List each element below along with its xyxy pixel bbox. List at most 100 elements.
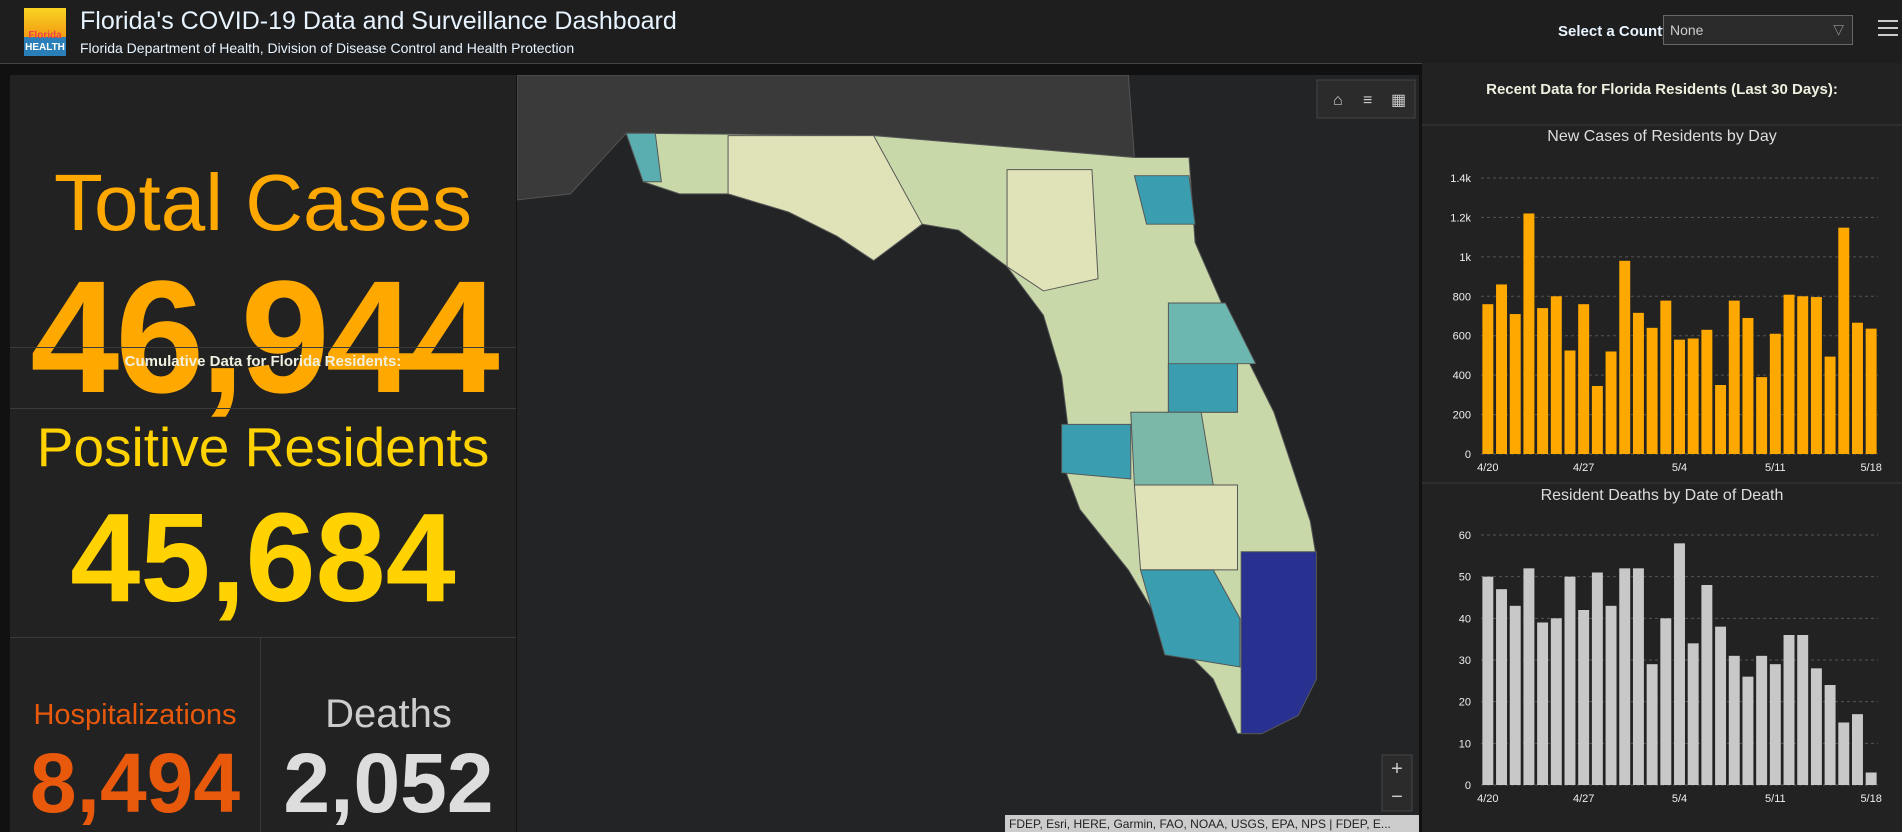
bar — [1619, 568, 1631, 785]
bar — [1482, 304, 1494, 454]
bar — [1838, 227, 1850, 454]
y-tick-label: 30 — [1459, 655, 1471, 667]
title: Florida's COVID-19 Data and Surveillance… — [80, 7, 677, 35]
x-tick-label: 5/18 — [1860, 462, 1881, 474]
menu-button[interactable] — [1878, 20, 1898, 36]
bar — [1646, 327, 1658, 454]
zoom-in[interactable]: + — [1391, 758, 1403, 780]
county — [625, 132, 662, 183]
kpi-label: Positive Residents — [36, 416, 490, 478]
bar — [1715, 385, 1727, 454]
bar — [1578, 610, 1590, 785]
x-tick-label: 5/18 — [1860, 793, 1881, 805]
bar — [1824, 685, 1836, 785]
y-tick-label: 0 — [1465, 780, 1471, 792]
bar — [1865, 772, 1877, 785]
bar — [1564, 350, 1576, 454]
bar — [1537, 622, 1549, 785]
bar — [1824, 356, 1836, 454]
x-tick-label: 5/4 — [1672, 462, 1687, 474]
bar — [1769, 333, 1781, 454]
bar — [1728, 655, 1740, 785]
note: Cumulative Data for Florida Residents: — [124, 353, 402, 370]
chart-title: Resident Deaths by Date of Death — [1541, 487, 1784, 504]
y-tick-label: 600 — [1453, 331, 1471, 343]
y-tick-label: 800 — [1453, 291, 1471, 303]
x-tick-label: 5/11 — [1765, 793, 1786, 805]
kpi-value: 8,494 — [29, 736, 241, 830]
county-label: Select a County — [1558, 23, 1671, 40]
bar — [1797, 296, 1809, 454]
y-tick-label: 0 — [1465, 449, 1471, 461]
logo: Florida HEALTH — [24, 8, 66, 56]
bar — [1660, 300, 1672, 454]
bar — [1810, 668, 1822, 785]
bar — [1632, 312, 1644, 454]
bar — [1619, 260, 1631, 454]
separator — [10, 347, 516, 348]
kpi-label: Deaths — [325, 692, 452, 736]
dropdown-arrow: ▽ — [1833, 21, 1844, 37]
home-button[interactable]: ⌂ — [1333, 92, 1343, 109]
county — [1133, 175, 1196, 225]
kpi-value: 45,684 — [70, 487, 456, 628]
bar — [1783, 294, 1795, 454]
bar — [1591, 385, 1603, 454]
x-tick-label: 4/27 — [1573, 462, 1594, 474]
bar — [1496, 284, 1508, 454]
map-tools — [1316, 79, 1416, 119]
bar — [1482, 576, 1494, 785]
county — [1130, 411, 1214, 486]
county-value: None — [1670, 22, 1704, 38]
county-select[interactable]: None ▽ — [1663, 15, 1853, 45]
bar — [1660, 618, 1672, 785]
bar — [1701, 585, 1713, 785]
county — [1167, 363, 1239, 413]
chart-title: New Cases of Residents by Day — [1547, 128, 1776, 145]
separator — [10, 637, 516, 638]
kpi-label: Total Cases — [54, 158, 472, 247]
bar — [1632, 568, 1644, 785]
bar — [1865, 328, 1877, 454]
county — [727, 135, 923, 262]
bar — [1509, 605, 1521, 785]
bar — [1550, 296, 1562, 454]
bar — [1742, 317, 1754, 454]
kpi-value: 46,944 — [30, 247, 499, 426]
bar — [1674, 543, 1685, 785]
bar — [1537, 308, 1549, 454]
legend-button[interactable]: ≡ — [1363, 92, 1372, 109]
attribution: FDEP, Esri, HERE, Garmin, FAO, NOAA, USG… — [1009, 817, 1391, 831]
bar — [1578, 304, 1590, 454]
y-tick-label: 1.4k — [1450, 173, 1471, 185]
bar — [1687, 338, 1699, 454]
bar — [1728, 300, 1740, 454]
bar — [1715, 626, 1727, 785]
bar — [1523, 568, 1535, 785]
bar — [1797, 635, 1809, 785]
bar — [1591, 572, 1603, 785]
y-tick-label: 1.2k — [1450, 212, 1471, 224]
bar — [1523, 213, 1535, 454]
x-tick-label: 4/20 — [1477, 462, 1498, 474]
bar — [1851, 322, 1863, 454]
map: ⌂ ≡ ▦ + − FDEP, Esri, HERE, Garmin, FAO,… — [517, 75, 1419, 832]
x-tick-label: 5/11 — [1765, 462, 1786, 474]
bar — [1687, 643, 1699, 785]
zoom-out[interactable]: − — [1391, 786, 1403, 808]
x-tick-label: 4/27 — [1573, 793, 1594, 805]
bar — [1646, 664, 1658, 785]
y-tick-label: 40 — [1459, 613, 1471, 625]
basemap-button[interactable]: ▦ — [1391, 92, 1406, 109]
x-tick-label: 4/20 — [1477, 793, 1498, 805]
bar — [1550, 618, 1562, 785]
bar — [1496, 589, 1508, 785]
y-tick-label: 10 — [1459, 738, 1471, 750]
y-tick-label: 60 — [1459, 530, 1471, 542]
county — [1061, 423, 1132, 480]
separator — [10, 408, 516, 409]
kpi-label: Hospitalizations — [33, 699, 237, 731]
side-panel: Recent Data for Florida Residents (Last … — [1422, 63, 1902, 832]
x-tick-label: 5/4 — [1672, 793, 1687, 805]
